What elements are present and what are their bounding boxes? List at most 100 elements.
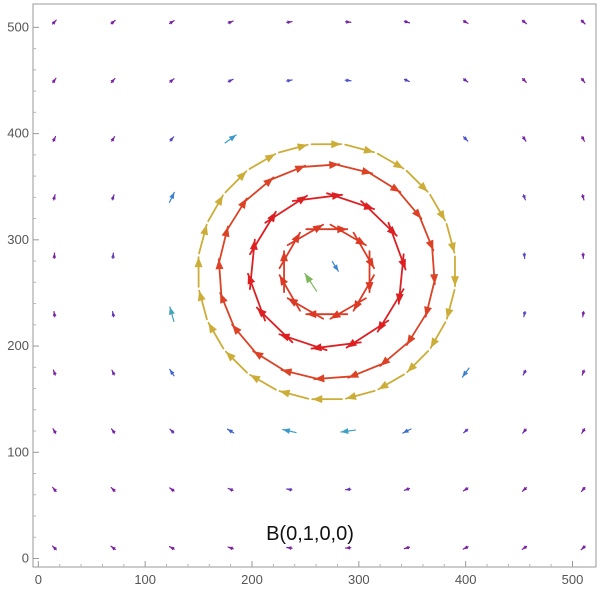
field-arrow (523, 310, 527, 318)
y-tick-label: 0 (22, 551, 29, 566)
field-arrow (580, 194, 585, 201)
field-arrow (110, 194, 115, 201)
field-arrow (227, 20, 234, 25)
x-tick-label: 500 (562, 572, 584, 587)
field-arrow (277, 143, 309, 154)
field-arrow (198, 223, 208, 255)
field-arrow (580, 135, 586, 142)
field-arrow (403, 487, 411, 491)
field-arrow (227, 78, 234, 83)
field-arrow (51, 77, 57, 84)
field-arrow (110, 136, 116, 142)
field-arrow (521, 545, 528, 551)
field-arrow (462, 486, 469, 492)
field-arrow (310, 140, 343, 149)
field-arrow (111, 252, 115, 260)
field-arrow (169, 20, 175, 25)
field-arrow (521, 77, 527, 83)
field-arrow (345, 389, 376, 400)
field-arrow (219, 292, 237, 332)
field-arrow (110, 545, 116, 551)
y-tick-label: 500 (7, 19, 29, 34)
field-arrow (248, 153, 277, 170)
field-arrow (402, 428, 412, 434)
field-arrow (51, 545, 58, 551)
field-arrow (376, 152, 405, 170)
field-arrow (522, 428, 528, 434)
field-arrow (313, 374, 356, 383)
field-arrow (429, 321, 447, 349)
field-arrow (462, 19, 469, 24)
field-arrow (169, 78, 175, 84)
field-arrow (266, 164, 307, 182)
field-arrow (52, 194, 56, 201)
field-arrow (286, 20, 293, 25)
field-arrow (249, 373, 277, 391)
field-arrow (51, 19, 57, 25)
field-arrow (403, 19, 411, 24)
field-arrow (462, 136, 469, 142)
field-arrow (111, 369, 116, 376)
field-arrow (445, 289, 456, 320)
field-arrow (298, 161, 341, 169)
field-arrow (280, 368, 322, 381)
field-arrow (463, 428, 469, 434)
field-arrow (581, 252, 585, 260)
field-arrow (169, 487, 175, 493)
field-arrow (403, 78, 410, 83)
field-arrow (52, 428, 57, 434)
field-arrow (331, 260, 339, 272)
field-arrow (344, 487, 352, 492)
field-arrow (224, 350, 248, 374)
field-arrow (241, 176, 275, 205)
field-arrow (224, 170, 248, 194)
field-arrow (522, 369, 527, 376)
y-tick-label: 100 (7, 444, 29, 459)
field-arrow (252, 350, 289, 374)
field-arrow (403, 545, 411, 550)
field-arrow (344, 143, 375, 154)
field-arrow (52, 310, 57, 318)
field-arrow (462, 77, 469, 83)
field-arrow (304, 272, 318, 292)
field-arrow (352, 274, 375, 312)
field-arrow (311, 395, 343, 404)
field-arrow (424, 276, 437, 318)
field-arrow (278, 231, 301, 270)
field-arrow (286, 297, 325, 320)
field-arrow (52, 369, 57, 376)
x-tick-label: 100 (134, 572, 156, 587)
field-arrow (110, 77, 116, 84)
field-arrow (581, 428, 586, 434)
field-arrow (406, 350, 430, 374)
field-arrow (169, 428, 175, 434)
field-arrow (52, 486, 58, 493)
field-arrow (168, 306, 175, 323)
field-arrow (445, 223, 456, 254)
field-arrow (168, 545, 175, 551)
field-arrow (226, 428, 235, 434)
field-arrow (430, 243, 439, 286)
field-arrow (305, 310, 349, 319)
x-tick-label: 400 (455, 572, 477, 587)
field-arrow (52, 252, 57, 260)
field-arrow (207, 321, 225, 350)
field-arrow (377, 373, 405, 391)
field-arrow (286, 223, 325, 247)
field-arrow (286, 546, 293, 550)
field-arrow (197, 289, 208, 321)
field-arrow (581, 369, 586, 376)
y-tick-label: 200 (7, 338, 29, 353)
field-arrow (169, 368, 175, 377)
field-arrow (224, 197, 248, 234)
field-arrow (405, 309, 430, 346)
field-arrow (429, 193, 447, 222)
field-arrow (110, 486, 116, 493)
field-arrow (111, 310, 116, 318)
field-arrow (522, 252, 527, 260)
field-arrow (331, 162, 373, 175)
arrow-field (51, 19, 586, 551)
field-arrow (194, 256, 203, 288)
field-arrow (231, 323, 259, 357)
